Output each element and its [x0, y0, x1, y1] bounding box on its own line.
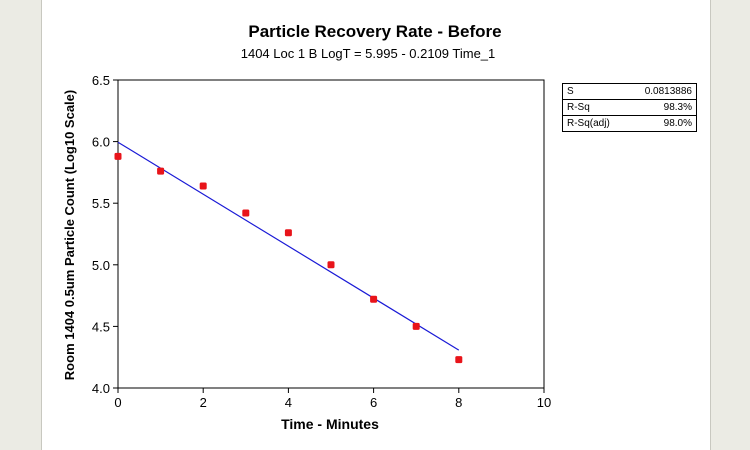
x-axis-label: Time - Minutes	[281, 416, 379, 432]
y-axis: 4.0 4.5 5.0 5.5 6.0 6.5	[92, 73, 118, 396]
stats-label: R-Sq	[567, 102, 590, 113]
y-tick-label: 6.0	[92, 135, 110, 150]
stats-row-rsq-adj: R-Sq(adj) 98.0%	[563, 115, 696, 131]
chart-title: Particle Recovery Rate - Before	[248, 22, 501, 41]
stats-row-s: S 0.0813886	[563, 84, 696, 99]
stats-value: 98.3%	[663, 102, 692, 113]
regression-stats-box: S 0.0813886 R-Sq 98.3% R-Sq(adj) 98.0%	[562, 83, 697, 132]
data-point	[412, 322, 420, 330]
stats-value: 0.0813886	[644, 86, 692, 97]
stats-value: 98.0%	[663, 118, 692, 129]
x-tick-label: 8	[455, 395, 462, 410]
y-tick-label: 5.5	[92, 196, 110, 211]
data-point	[455, 356, 463, 364]
x-tick-label: 10	[537, 395, 551, 410]
chart-subtitle: 1404 Loc 1 B LogT = 5.995 - 0.2109 Time_…	[241, 46, 496, 61]
data-point	[284, 229, 292, 237]
x-tick-label: 6	[370, 395, 377, 410]
y-axis-label: Room 1404 0.5um Particle Count (Log10 Sc…	[62, 90, 77, 380]
fit-line-group	[117, 141, 460, 351]
data-point	[199, 182, 207, 190]
data-point	[157, 167, 165, 175]
x-tick-label: 2	[200, 395, 207, 410]
x-tick-label: 0	[114, 395, 121, 410]
plot-area	[117, 79, 545, 389]
data-point	[242, 209, 250, 217]
x-tick-label: 4	[285, 395, 292, 410]
data-point	[370, 295, 378, 303]
fit-line	[117, 141, 460, 351]
y-tick-label: 6.5	[92, 73, 110, 88]
stats-label: R-Sq(adj)	[567, 118, 610, 129]
y-tick-label: 4.5	[92, 319, 110, 334]
y-tick-label: 4.0	[92, 381, 110, 396]
data-point	[327, 261, 335, 269]
y-tick-label: 5.0	[92, 258, 110, 273]
x-axis: 0 2 4 6 8 10	[114, 388, 551, 410]
stats-label: S	[567, 86, 574, 97]
stats-row-rsq: R-Sq 98.3%	[563, 99, 696, 115]
data-points	[114, 152, 463, 364]
data-point	[114, 152, 122, 160]
